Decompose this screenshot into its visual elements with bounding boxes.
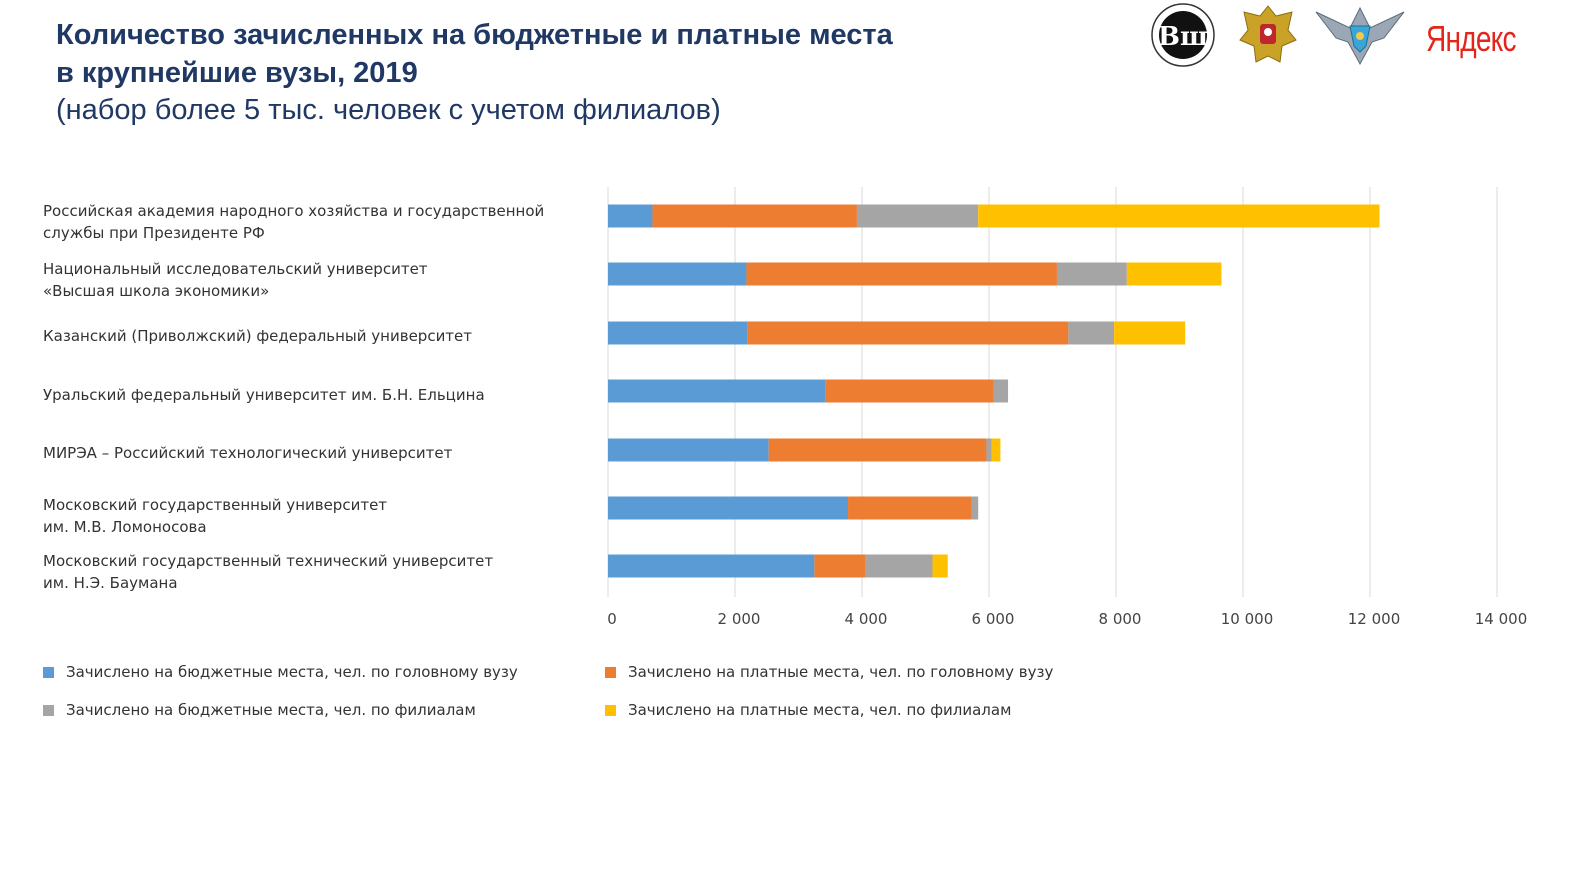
bar-segment [608, 554, 815, 578]
bar-segment [1114, 321, 1186, 345]
category-label: Казанский (Приволжский) федеральный унив… [43, 327, 473, 345]
bar-segment [978, 204, 1380, 228]
bar-segment [993, 379, 1009, 403]
bar-segment [746, 262, 1057, 286]
title-line-1: Количество зачисленных на бюджетные и пл… [56, 19, 893, 51]
x-tick-label: 12 000 [1348, 610, 1401, 628]
bar-segment [652, 204, 857, 228]
category-label: Национальный исследовательский университ… [43, 260, 428, 300]
rosobrnadzor-emblem-icon [1315, 6, 1405, 66]
bar-segment [608, 204, 653, 228]
bar-segment [991, 438, 1001, 462]
bar-segment [971, 496, 979, 520]
bar-segment [608, 262, 747, 286]
bar-segment [1126, 262, 1222, 286]
bar-segment [814, 554, 866, 578]
coat-of-arms-icon [1239, 5, 1297, 63]
bar-segment [768, 438, 987, 462]
bar-segment [825, 379, 994, 403]
page-title: Количество зачисленных на бюджетные и пл… [56, 16, 893, 92]
hse-logo: Вш [1151, 3, 1215, 67]
category-label: МИРЭА – Российский технологический униве… [43, 444, 453, 462]
category-label: Уральский федеральный университет им. Б.… [43, 386, 485, 404]
x-tick-label: 2 000 [718, 610, 761, 628]
bar-segment [608, 321, 748, 345]
bar-segment [865, 554, 933, 578]
category-label: Московский государственный технический у… [43, 552, 494, 592]
x-tick-label: 8 000 [1099, 610, 1142, 628]
bar-segment [1056, 262, 1127, 286]
bar-segment [856, 204, 979, 228]
yandex-logo: Яндекс [1426, 18, 1517, 59]
category-label: Российская академия народного хозяйства … [43, 202, 545, 242]
bar-segment [932, 554, 948, 578]
title-line-2: в крупнейшие вузы, 2019 [56, 57, 418, 89]
bar-segment [608, 379, 826, 403]
page-subtitle: (набор более 5 тыс. человек с учетом фил… [56, 94, 721, 126]
bar-segment [986, 438, 992, 462]
bar-segment [608, 438, 769, 462]
x-tick-label: 14 000 [1475, 610, 1528, 628]
x-tick-label: 0 [607, 610, 617, 628]
x-tick-label: 4 000 [845, 610, 888, 628]
bar-segment [1068, 321, 1115, 345]
bar-segment [848, 496, 972, 520]
x-tick-label: 6 000 [972, 610, 1015, 628]
category-label: Московский государственный университет им… [43, 496, 388, 536]
svg-text:Вш: Вш [1158, 22, 1208, 52]
bar-segment [608, 496, 849, 520]
x-tick-label: 10 000 [1221, 610, 1274, 628]
bar-segment [747, 321, 1069, 345]
